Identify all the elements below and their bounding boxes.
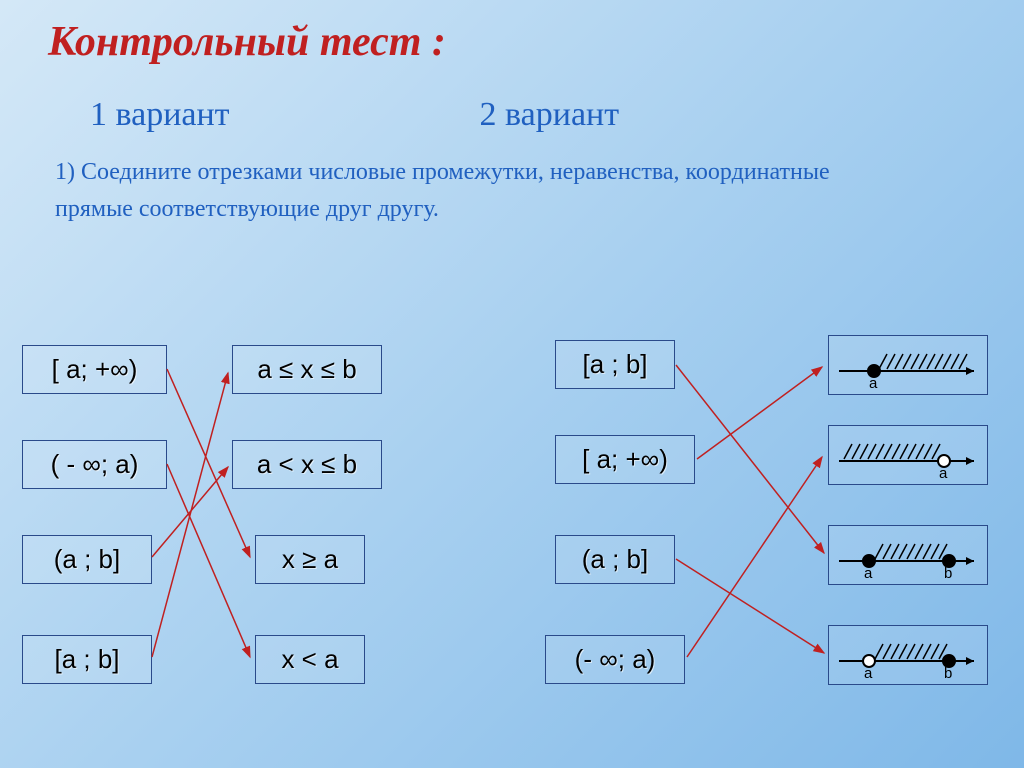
colC-box-1: [ a; +∞) [555, 435, 695, 484]
colC-box-2: (a ; b] [555, 535, 675, 584]
workarea: [ a; +∞) ( - ∞; a) (a ; b] [a ; b] a ≤ x… [0, 335, 1024, 768]
colA-box-2: (a ; b] [22, 535, 152, 584]
numberline-1: a [828, 425, 988, 485]
colB-box-0: a ≤ x ≤ b [232, 345, 382, 394]
subtitle-row: 1 вариант 2 вариант [0, 96, 1024, 134]
colB-box-1: a < x ≤ b [232, 440, 382, 489]
nl2-label-a: a [864, 565, 873, 582]
instruction-text: 1) Соедините отрезками числовые промежут… [55, 154, 855, 228]
colB-box-3: x < a [255, 635, 365, 684]
nl3-label-b: b [944, 665, 952, 682]
numberline-2: a b [828, 525, 988, 585]
variant1-label: 1 вариант [90, 96, 230, 134]
colC-box-3: (- ∞; a) [545, 635, 685, 684]
numberline-0: a [828, 335, 988, 395]
page-title: Контрольный тест : [0, 0, 1024, 66]
colA-box-3: [a ; b] [22, 635, 152, 684]
nl0-label-a: a [869, 375, 878, 392]
nl2-label-b: b [944, 565, 952, 582]
colB-box-2: x ≥ a [255, 535, 365, 584]
nl3-label-a: a [864, 665, 873, 682]
variant2-label: 2 вариант [480, 96, 620, 134]
nl1-label-a: a [939, 465, 948, 482]
numberline-3: a b [828, 625, 988, 685]
colC-box-0: [a ; b] [555, 340, 675, 389]
colA-box-1: ( - ∞; a) [22, 440, 167, 489]
colA-box-0: [ a; +∞) [22, 345, 167, 394]
